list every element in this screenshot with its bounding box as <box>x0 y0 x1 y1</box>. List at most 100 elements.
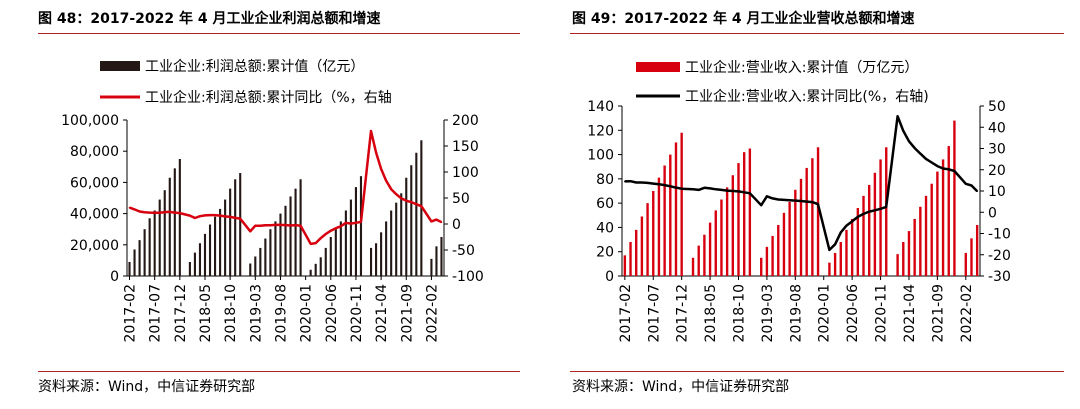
y-left-tick-label: 0 <box>605 269 614 285</box>
line-point <box>857 216 859 218</box>
bar <box>239 173 242 276</box>
x-tick-label: 2019-08 <box>788 284 804 343</box>
bar <box>799 178 803 276</box>
bar <box>788 201 791 276</box>
bar <box>907 231 911 276</box>
bar <box>294 188 297 276</box>
line-point <box>732 190 734 192</box>
bar <box>765 246 769 276</box>
line-point <box>896 115 899 117</box>
line-point <box>675 186 677 189</box>
line-point <box>264 224 267 226</box>
bar <box>279 213 282 276</box>
x-tick-label: 2022-02 <box>424 284 440 343</box>
y-left-tick-label: 80,000 <box>70 144 119 160</box>
bar <box>259 247 262 276</box>
bar <box>274 221 277 276</box>
line-point <box>168 211 171 213</box>
line-point <box>885 206 888 208</box>
bar <box>173 168 176 276</box>
line-point <box>777 198 780 201</box>
y-left-tick-label: 80 <box>596 172 614 188</box>
line-point <box>133 208 136 211</box>
line-point <box>942 167 944 170</box>
bar <box>430 258 433 276</box>
bar <box>919 206 922 276</box>
line-point <box>913 147 916 149</box>
y-right-tick-label: 0 <box>988 205 997 221</box>
bar <box>975 225 979 276</box>
bar <box>254 256 257 276</box>
line-point <box>224 215 226 218</box>
line-point <box>148 211 151 214</box>
bar <box>158 199 161 276</box>
bar <box>148 218 151 276</box>
bar <box>133 249 136 276</box>
line-point <box>299 224 302 227</box>
line-point <box>400 197 403 200</box>
line-point <box>279 224 282 226</box>
line-point <box>329 229 332 232</box>
line-point <box>845 224 848 227</box>
bar <box>309 269 312 276</box>
line-point <box>641 181 643 184</box>
bar <box>782 212 786 276</box>
line-point <box>345 221 347 224</box>
bar <box>941 159 945 276</box>
bar <box>714 210 717 276</box>
bar <box>375 243 378 276</box>
line-point <box>629 180 632 183</box>
line-point <box>874 209 876 212</box>
bar <box>663 165 666 276</box>
x-tick-label: 2019-03 <box>248 284 264 343</box>
x-tick-label: 2020-11 <box>349 284 365 343</box>
line-point <box>919 152 922 155</box>
line-point <box>783 199 785 201</box>
bar <box>657 177 661 276</box>
revenue-chart: 0 20 40 60 80 100 120 140 -30 -20 -10 0 10 20 30 40 50 20… <box>587 59 1011 343</box>
legend-label: 工业企业:营业收入:累计值（万亿元） <box>685 59 918 76</box>
bar <box>970 238 973 276</box>
bar <box>339 221 342 276</box>
line-point <box>340 225 342 228</box>
y-right-tick-label: -20 <box>988 248 1011 264</box>
bar <box>128 261 131 276</box>
line-point <box>174 211 176 214</box>
bar <box>415 152 418 276</box>
bar <box>354 187 358 276</box>
line-point <box>259 224 262 227</box>
bar <box>334 229 337 276</box>
bar <box>640 216 644 276</box>
x-tick-label: 2020-06 <box>845 284 861 343</box>
line-point <box>199 215 201 217</box>
x-tick-label: 2017-07 <box>148 284 164 343</box>
line-point <box>697 189 700 191</box>
y-left-tick-label: 20 <box>596 245 614 261</box>
line-point <box>335 227 337 230</box>
line-point <box>936 165 939 167</box>
x-tick-label: 2018-05 <box>198 284 214 343</box>
line-point <box>771 197 774 200</box>
line-point <box>179 212 181 214</box>
y-right-tick-label: 50 <box>988 99 1006 115</box>
x-tick-label: 2021-09 <box>399 284 415 343</box>
y-left-tick-label: 0 <box>110 269 119 285</box>
bar <box>731 175 735 276</box>
line-point <box>851 220 853 223</box>
bar <box>635 229 638 276</box>
line-point <box>360 221 362 223</box>
bar <box>178 159 181 276</box>
line-point <box>964 182 967 185</box>
bar <box>168 177 171 276</box>
bar <box>269 229 272 276</box>
line-point <box>720 189 723 191</box>
y-left-tick-label: 120 <box>587 123 614 139</box>
bar <box>947 146 950 276</box>
line-point <box>970 184 973 187</box>
x-tick-label: 2021-04 <box>374 284 390 343</box>
bar <box>873 172 877 276</box>
line-point <box>294 224 297 226</box>
bar <box>708 222 712 276</box>
line-point <box>834 243 836 246</box>
bar <box>143 229 146 276</box>
